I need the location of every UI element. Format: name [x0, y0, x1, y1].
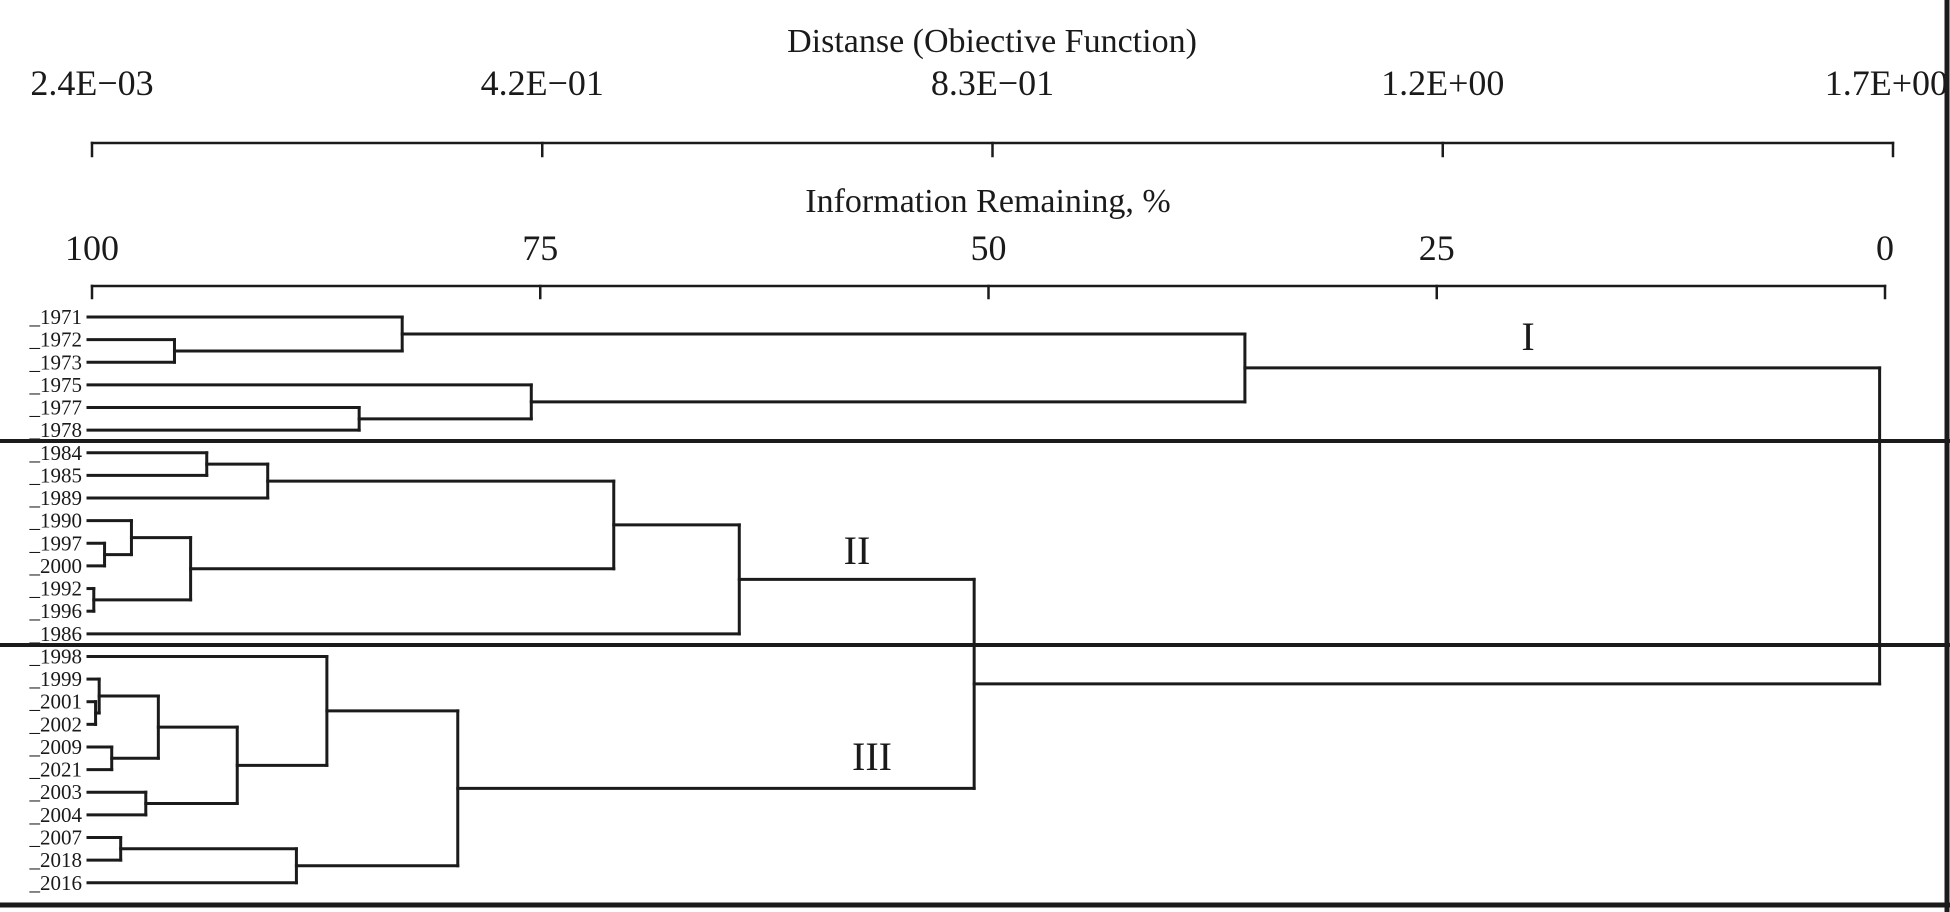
information-axis: Information Remaining, % 100 75 50 25 0 — [65, 183, 1894, 300]
leaf-label: _2009 — [29, 735, 83, 759]
distance-tick-label: 1.2E+00 — [1381, 63, 1504, 103]
information-axis-title: Information Remaining, % — [805, 183, 1170, 220]
leaf-label: _1977 — [29, 396, 83, 420]
distance-axis: Distanse (Obiective Function) 2.4E−03 4.2E… — [30, 23, 1948, 158]
leaf-label: _1998 — [29, 644, 83, 668]
leaf-label: _2018 — [29, 848, 83, 872]
leaf-label: _1996 — [29, 599, 83, 623]
leaf-label: _1975 — [29, 373, 83, 397]
leaf-label: _2007 — [29, 825, 83, 849]
leaf-label: _2004 — [29, 803, 83, 827]
cluster-label-I: I — [1521, 314, 1534, 359]
distance-tick-label: 4.2E−01 — [481, 63, 604, 103]
leaf-label: _1999 — [29, 667, 83, 691]
distance-tick-label: 8.3E−01 — [931, 63, 1054, 103]
information-tick-label: 100 — [65, 228, 119, 268]
distance-tick-label: 1.7E+00 — [1825, 63, 1948, 103]
leaf-label: _1990 — [29, 509, 83, 533]
leaf-label: _2021 — [29, 758, 83, 782]
leaf-label: _2016 — [29, 871, 83, 895]
cluster-label-II: II — [844, 528, 871, 573]
cluster-label-III: III — [852, 734, 892, 779]
leaf-label: _1984 — [29, 441, 83, 465]
leaf-label: _1997 — [29, 531, 83, 555]
leaf-label: _2000 — [29, 554, 83, 578]
information-tick-label: 25 — [1419, 228, 1455, 268]
distance-tick-label: 2.4E−03 — [30, 63, 153, 103]
leaf-label: _2001 — [29, 690, 83, 714]
leaf-labels: _1971_1972_1973_1975_1977_1978_1984_1985… — [29, 305, 83, 895]
leaf-label: _1989 — [29, 486, 83, 510]
information-tick-label: 0 — [1876, 228, 1894, 268]
leaf-label: _2002 — [29, 712, 83, 736]
leaf-label: _1992 — [29, 577, 83, 601]
leaf-label: _1985 — [29, 463, 83, 487]
leaf-label: _1986 — [29, 622, 83, 646]
distance-axis-title: Distanse (Obiective Function) — [787, 23, 1197, 60]
leaf-label: _1972 — [29, 328, 83, 352]
information-tick-label: 50 — [971, 228, 1007, 268]
leaf-label: _1971 — [29, 305, 83, 329]
leaf-label: _1973 — [29, 350, 83, 374]
dendrogram-tree — [86, 315, 1882, 885]
information-tick-label: 75 — [522, 228, 558, 268]
leaf-label: _1978 — [29, 418, 83, 442]
leaf-label: _2003 — [29, 780, 83, 804]
